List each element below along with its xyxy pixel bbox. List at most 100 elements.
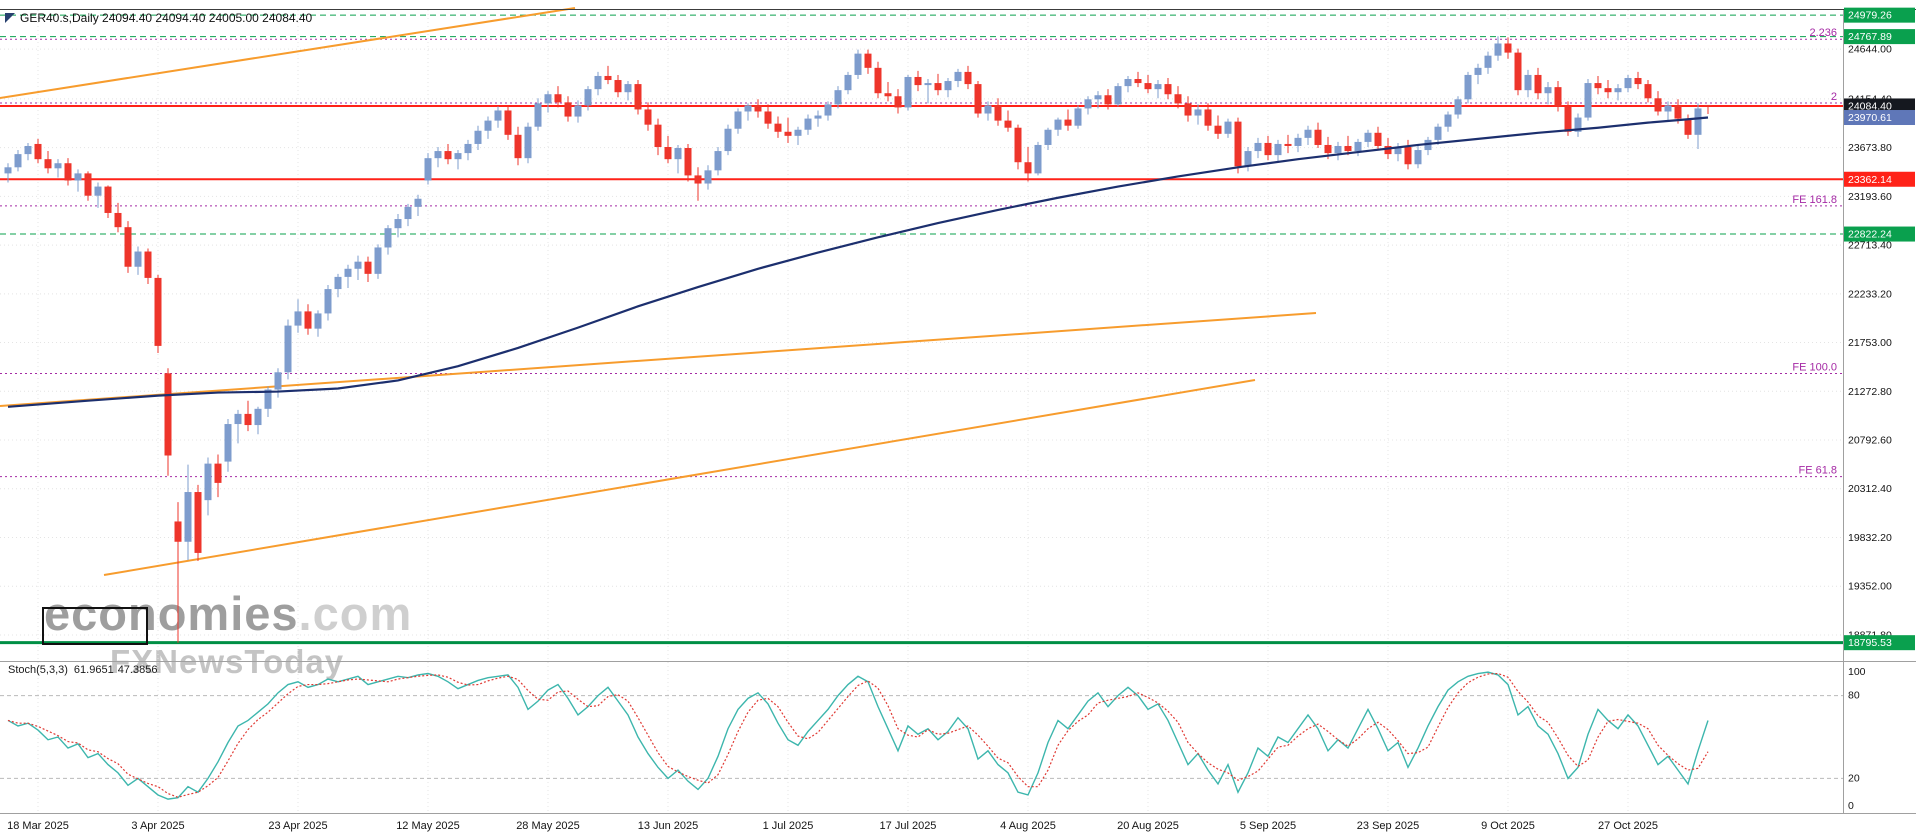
candle-body: [334, 276, 342, 290]
trend-line: [0, 6, 576, 99]
candle-body: [54, 163, 62, 169]
stoch-scale-label: 20: [1848, 772, 1860, 784]
candle-body: [1344, 145, 1352, 152]
candle-body: [544, 94, 552, 104]
candle-body: [194, 492, 202, 553]
candle-body: [1534, 74, 1542, 94]
candle-body: [654, 124, 662, 147]
candle-body: [284, 325, 292, 373]
candle-body: [1504, 43, 1512, 53]
candle-body: [354, 261, 362, 269]
candle-body: [534, 103, 542, 127]
candle-body: [434, 151, 442, 159]
price-tick-label: 20792.60: [1848, 435, 1892, 447]
candle-body: [374, 247, 382, 274]
candle-body: [664, 146, 672, 160]
price-tag: [1844, 110, 1915, 126]
moving-average-line: [7, 116, 1709, 408]
candle-body: [604, 75, 612, 81]
stoch-name: Stoch(5,3,3): [8, 664, 68, 676]
price-tick-label: 24644.00: [1848, 44, 1892, 56]
price-tick-label: 23193.60: [1848, 191, 1892, 203]
candle-body: [1644, 84, 1652, 99]
candle-body: [1384, 145, 1392, 155]
candle-body: [94, 186, 102, 196]
candle-body: [484, 120, 492, 131]
price-tick-label: 19832.20: [1848, 532, 1892, 544]
candle-body: [1154, 84, 1162, 90]
candle-body: [184, 492, 192, 542]
candle-body: [1624, 77, 1632, 89]
price-tick-label: 21272.80: [1848, 386, 1892, 398]
candle-body: [444, 151, 452, 160]
candle-body: [1494, 43, 1502, 56]
candle-body: [114, 212, 122, 228]
date-label: 9 Oct 2025: [1481, 820, 1535, 832]
price-tag-label: 24979.26: [1848, 10, 1892, 22]
date-label: 18 Mar 2025: [7, 820, 69, 832]
candle-body: [1124, 79, 1132, 87]
candle-body: [1084, 99, 1092, 109]
price-tag: [1844, 7, 1915, 23]
price-tick-label: 22233.20: [1848, 288, 1892, 300]
stoch-scale-label: 0: [1848, 800, 1854, 812]
candle-body: [1044, 129, 1052, 145]
candle-body: [234, 413, 242, 425]
date-label: 27 Oct 2025: [1598, 820, 1658, 832]
date-label: 28 May 2025: [516, 820, 580, 832]
candle-body: [594, 75, 602, 90]
candle-body: [734, 111, 742, 129]
candle-body: [1704, 104, 1712, 107]
fib-label: FE 161.8: [1792, 194, 1837, 206]
candle-body: [1104, 95, 1112, 105]
price-tick-label: 23673.80: [1848, 142, 1892, 154]
trend-line: [0, 312, 1317, 407]
candle-body: [4, 167, 12, 174]
candle-body: [1664, 105, 1672, 112]
watermark-line1: economies.com: [44, 590, 412, 637]
candle-body: [1584, 83, 1592, 118]
candle-body: [954, 71, 962, 82]
price-tag-label: 23362.14: [1848, 174, 1892, 186]
date-label: 23 Apr 2025: [268, 820, 327, 832]
candle-body: [344, 268, 352, 277]
candle-body: [864, 53, 872, 68]
candle-body: [574, 105, 582, 117]
date-label: 5 Sep 2025: [1240, 820, 1296, 832]
candle-body: [364, 261, 372, 274]
candle-body: [454, 153, 462, 160]
price-tag-label: 24084.40: [1848, 100, 1892, 112]
candle-body: [1484, 55, 1492, 68]
candle-body: [564, 102, 572, 117]
candle-body: [274, 372, 282, 390]
candle-body: [914, 76, 922, 86]
candle-body: [1214, 125, 1222, 134]
candle-body: [524, 126, 532, 159]
candle-body: [894, 96, 902, 108]
candle-body: [1394, 146, 1402, 155]
candle-body: [874, 67, 882, 94]
candle-body: [1184, 103, 1192, 116]
candle-body: [1574, 117, 1582, 132]
candle-body: [1244, 151, 1252, 167]
candle-body: [34, 143, 42, 160]
price-tick-label: 20312.40: [1848, 483, 1892, 495]
candle-body: [1234, 121, 1242, 167]
candle-body: [844, 74, 852, 91]
price-tag-label: 18795.53: [1848, 637, 1892, 649]
candle-body: [144, 251, 152, 278]
candle-body: [1134, 79, 1142, 84]
candle-body: [84, 173, 92, 196]
candle-body: [1674, 105, 1682, 119]
candle-body: [1524, 74, 1532, 91]
date-label: 1 Jul 2025: [763, 820, 814, 832]
candle-body: [204, 463, 212, 501]
price-tag: [1844, 635, 1915, 651]
candle-body: [1334, 145, 1342, 154]
candle-body: [794, 129, 802, 136]
candle-body: [1264, 142, 1272, 156]
candle-body: [1174, 94, 1182, 104]
candle-body: [1684, 118, 1692, 135]
date-label: 23 Sep 2025: [1357, 820, 1419, 832]
